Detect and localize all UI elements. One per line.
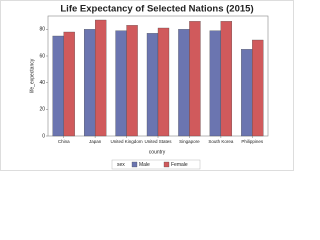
y-tick-label: 0 xyxy=(42,133,45,139)
legend-label: Male xyxy=(139,162,150,168)
y-tick-label: 60 xyxy=(39,53,45,59)
legend xyxy=(111,159,201,170)
x-tick-label: United States xyxy=(144,139,172,144)
page: Life Expectancy of Selected Nations (201… xyxy=(0,0,294,171)
legend-title: sex xyxy=(117,162,125,168)
bar xyxy=(220,21,233,137)
bar xyxy=(146,33,159,137)
y-tick-label: 80 xyxy=(39,27,45,33)
x-tick-label: Philippines xyxy=(241,139,264,144)
bar xyxy=(178,29,190,137)
bar xyxy=(94,19,107,137)
bar xyxy=(83,29,96,137)
bar xyxy=(126,25,138,137)
x-tick-label: United Kingdom xyxy=(111,139,143,144)
legend-label: Female xyxy=(171,162,188,168)
y-tick-label: 20 xyxy=(39,107,45,113)
x-tick-label: South Korea xyxy=(208,139,234,144)
legend-swatch xyxy=(131,161,138,168)
bar xyxy=(63,31,75,137)
x-tick-label: China xyxy=(58,139,70,144)
bar xyxy=(157,27,170,137)
chart-title: Life Expectancy of Selected Nations (201… xyxy=(60,4,253,15)
x-axis-label: country xyxy=(149,149,166,155)
y-tick-label: 40 xyxy=(39,80,45,86)
bar xyxy=(209,30,222,137)
x-tick-label: Japan xyxy=(89,139,102,144)
x-tick-label: Singapore xyxy=(179,139,200,144)
bar xyxy=(252,39,264,137)
bar xyxy=(52,35,64,137)
bar xyxy=(115,30,127,137)
bar xyxy=(241,49,253,137)
bar xyxy=(189,21,201,137)
y-axis-label: life_expectancy xyxy=(29,58,35,93)
chart: Life Expectancy of Selected Nations (201… xyxy=(0,0,294,171)
legend-swatch xyxy=(163,161,170,168)
